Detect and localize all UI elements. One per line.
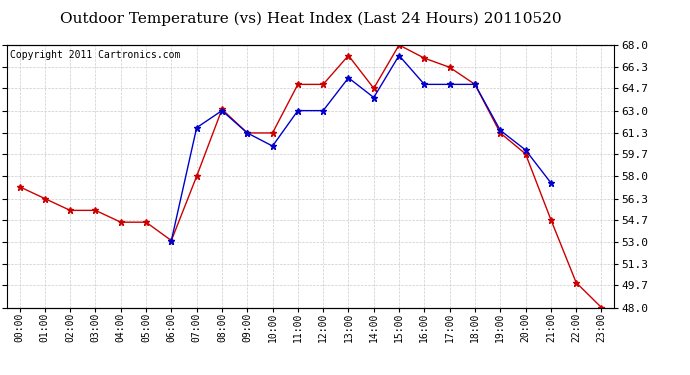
Text: Copyright 2011 Cartronics.com: Copyright 2011 Cartronics.com: [10, 50, 180, 60]
Text: Outdoor Temperature (vs) Heat Index (Last 24 Hours) 20110520: Outdoor Temperature (vs) Heat Index (Las…: [60, 11, 561, 26]
